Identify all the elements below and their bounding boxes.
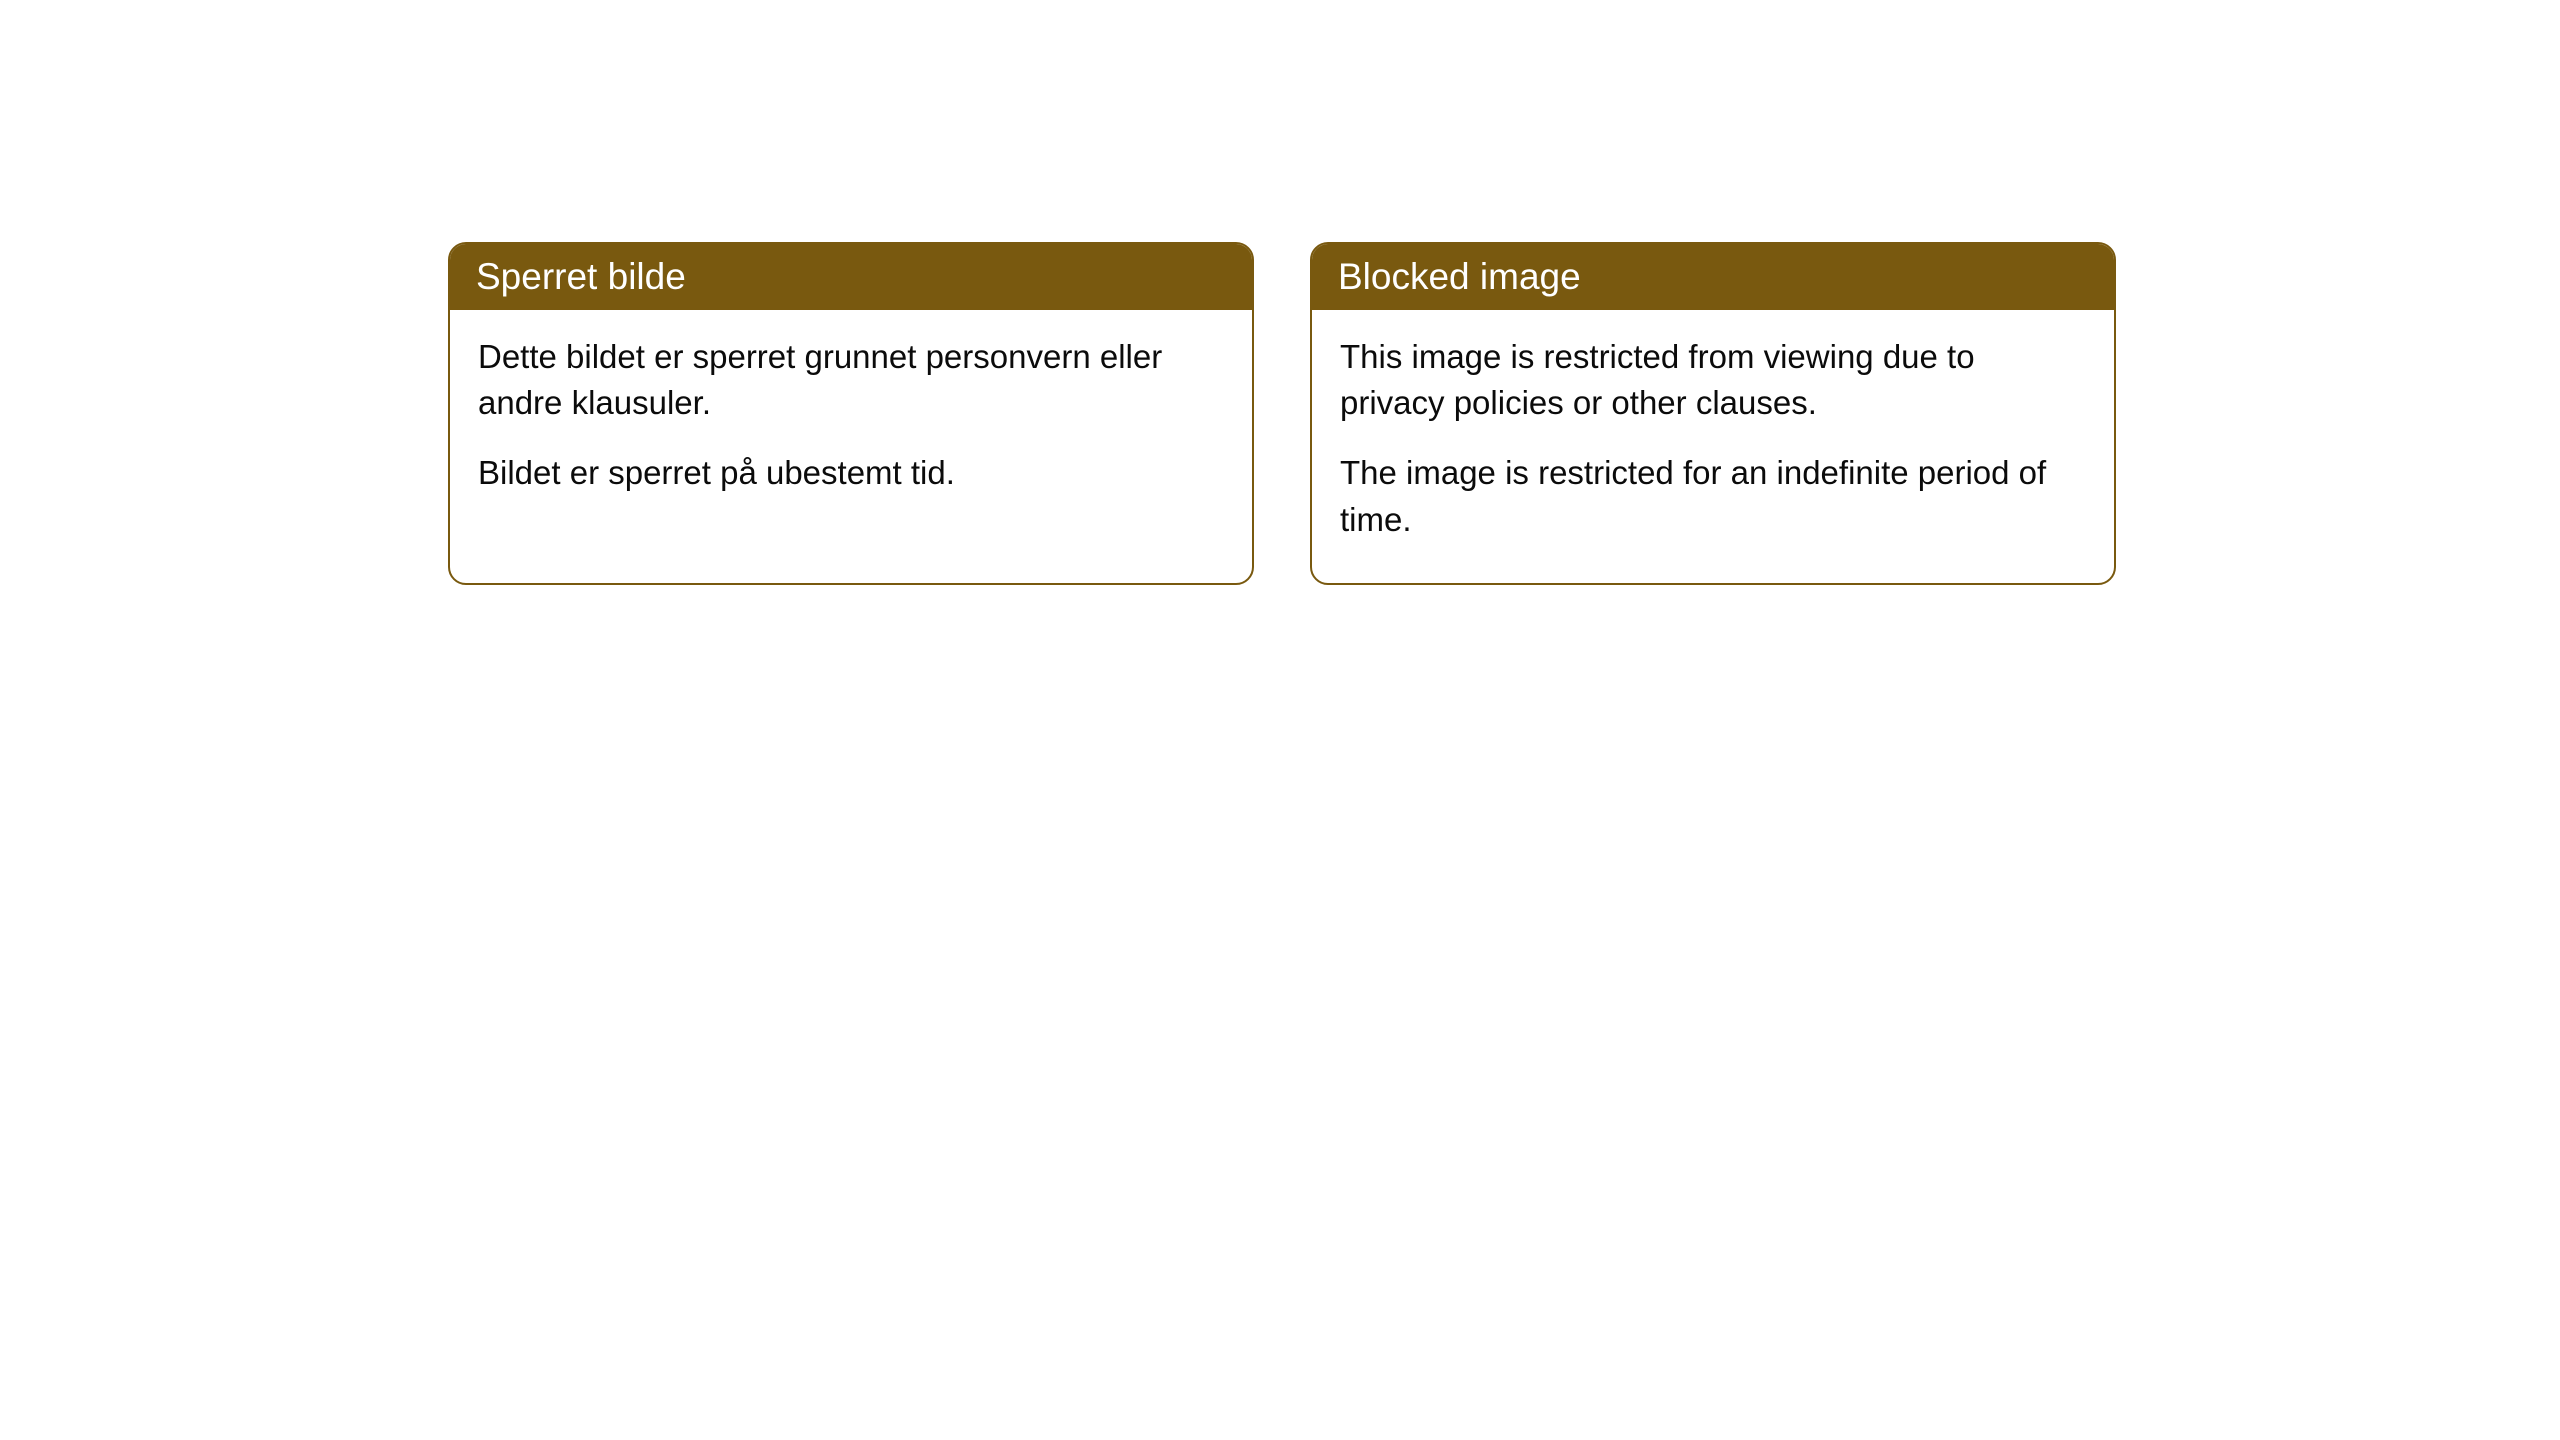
- card-header-no: Sperret bilde: [450, 244, 1252, 310]
- blocked-image-cards: Sperret bilde Dette bildet er sperret gr…: [448, 242, 2560, 585]
- card-paragraph-no-1: Dette bildet er sperret grunnet personve…: [478, 334, 1224, 426]
- blocked-image-card-en: Blocked image This image is restricted f…: [1310, 242, 2116, 585]
- card-paragraph-en-1: This image is restricted from viewing du…: [1340, 334, 2086, 426]
- blocked-image-card-no: Sperret bilde Dette bildet er sperret gr…: [448, 242, 1254, 585]
- card-body-no: Dette bildet er sperret grunnet personve…: [450, 310, 1252, 537]
- card-paragraph-en-2: The image is restricted for an indefinit…: [1340, 450, 2086, 542]
- card-paragraph-no-2: Bildet er sperret på ubestemt tid.: [478, 450, 1224, 496]
- card-body-en: This image is restricted from viewing du…: [1312, 310, 2114, 583]
- card-header-en: Blocked image: [1312, 244, 2114, 310]
